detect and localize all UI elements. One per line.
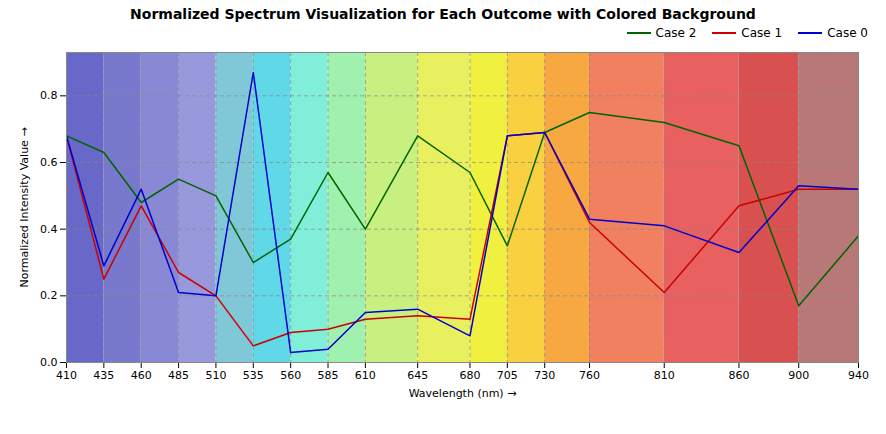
svg-text:485: 485 [168,369,189,382]
svg-text:760: 760 [579,369,600,382]
svg-text:560: 560 [280,369,301,382]
svg-text:705: 705 [497,369,518,382]
svg-text:0.8: 0.8 [40,89,58,102]
svg-text:Wavelength (nm) →: Wavelength (nm) → [409,387,517,400]
svg-text:Normalized Intensity Value →: Normalized Intensity Value → [18,127,31,287]
svg-text:535: 535 [243,369,264,382]
svg-text:940: 940 [848,369,869,382]
svg-text:680: 680 [459,369,480,382]
svg-text:900: 900 [788,369,809,382]
svg-text:860: 860 [728,369,749,382]
html-text:Case 0: Case 0 [827,26,868,40]
svg-text:730: 730 [534,369,555,382]
svg-text:510: 510 [205,369,226,382]
svg-text:435: 435 [93,369,114,382]
svg-text:610: 610 [355,369,376,382]
svg-text:0.4: 0.4 [40,223,58,236]
svg-text:0.0: 0.0 [40,356,58,369]
html-text:Case 1: Case 1 [741,26,783,40]
html-text:Normalized Spectrum Visualizat: Normalized Spectrum Visualization for Ea… [130,6,756,22]
svg-text:0.2: 0.2 [40,289,58,302]
svg-text:410: 410 [56,369,77,382]
svg-text:0.6: 0.6 [40,156,58,169]
svg-text:460: 460 [131,369,152,382]
svg-text:810: 810 [654,369,675,382]
svg-text:645: 645 [407,369,428,382]
svg-text:585: 585 [318,369,339,382]
html-text:Case 2: Case 2 [655,26,697,40]
